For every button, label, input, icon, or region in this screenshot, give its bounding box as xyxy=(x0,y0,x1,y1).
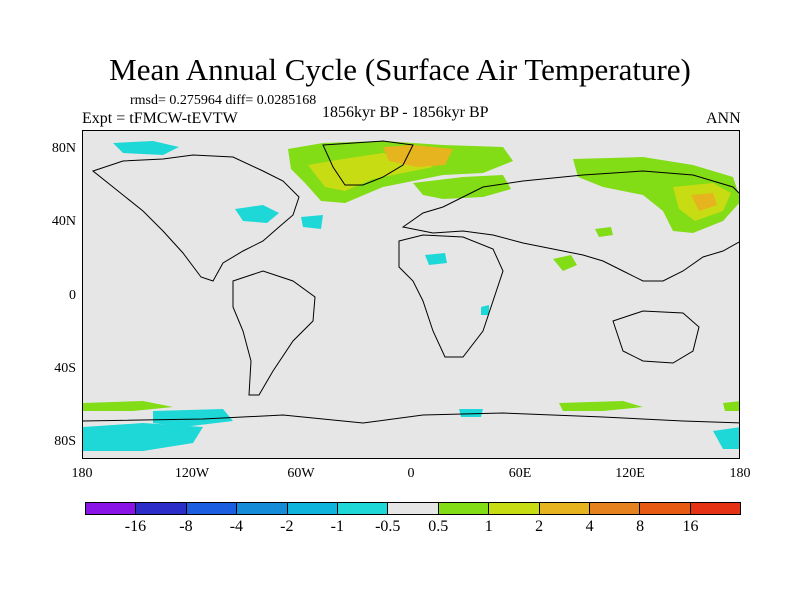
map-panel xyxy=(82,130,740,459)
colorbar-cell xyxy=(86,503,137,514)
colorbar-label: -1 xyxy=(330,518,344,535)
lon-tick-0: 0 xyxy=(407,466,415,481)
lat-tick-40n: 40N xyxy=(51,214,76,229)
colorbar-label: 4 xyxy=(585,518,594,535)
colorbar-label: -4 xyxy=(229,518,244,535)
coastlines xyxy=(83,140,739,424)
colorbar-label: -16 xyxy=(124,518,147,535)
south-america-coast xyxy=(232,270,316,396)
africa-coast xyxy=(398,234,504,358)
scandinavia-warm-area xyxy=(413,175,511,199)
period-label: 1856kyr BP - 1856kyr BP xyxy=(322,104,489,121)
north-america-coast xyxy=(91,154,300,282)
colorbar-cell xyxy=(237,503,288,514)
lat-tick-0: 0 xyxy=(69,288,76,303)
colorbar xyxy=(85,502,741,515)
cool-anomaly-regions xyxy=(83,141,739,451)
colorbar-label: 8 xyxy=(636,518,645,535)
east-africa-cool-area xyxy=(481,305,489,315)
colorbar-cell xyxy=(589,503,641,514)
colorbar-cell xyxy=(640,503,691,514)
colorbar-cell xyxy=(337,503,389,514)
colorbar-cell xyxy=(438,503,490,514)
lat-tick-80s: 80S xyxy=(54,434,76,449)
colorbar-cell xyxy=(539,503,590,514)
antarctica-cool-area-far-east xyxy=(713,427,739,449)
experiment-label: Expt = tFMCW-tEVTW xyxy=(82,110,238,127)
antarctica-cool-area-west xyxy=(83,423,203,451)
lon-tick-180w: 180 xyxy=(71,466,93,481)
antarctica-cool-area-mid xyxy=(153,409,233,427)
lon-tick-120w: 120W xyxy=(174,466,210,481)
lon-tick-60e: 60E xyxy=(508,466,532,481)
atlantic-cool-area xyxy=(301,215,323,229)
colorbar-label: 2 xyxy=(535,518,544,535)
colorbar-label: -8 xyxy=(179,518,193,535)
antarctic-coast-warm-1 xyxy=(83,401,173,411)
colorbar-cell xyxy=(489,503,540,514)
australia-coast xyxy=(612,310,700,364)
sahara-cool-area xyxy=(425,253,447,265)
colorbar-cell xyxy=(388,503,439,514)
lat-tick-80n: 80N xyxy=(51,141,76,156)
stats-line: rmsd= 0.275964 diff= 0.0285168 xyxy=(130,93,317,108)
lon-tick-60w: 60W xyxy=(287,466,315,481)
siberia-core-orange xyxy=(691,193,717,211)
colorbar-cell xyxy=(287,503,338,514)
antarctica-cool-area-east xyxy=(459,409,483,417)
canada-cool-area xyxy=(235,205,279,223)
tibet-warm-area xyxy=(595,227,613,237)
europe-asia-coast xyxy=(401,170,739,282)
season-label: ANN xyxy=(706,110,741,127)
colorbar-label: 16 xyxy=(682,518,699,535)
world-map xyxy=(83,140,739,451)
india-warm-area xyxy=(553,255,577,271)
colorbar-label: -0.5 xyxy=(375,518,401,535)
colorbar-label: 0.5 xyxy=(428,518,449,535)
antarctic-coast-warm-3 xyxy=(723,401,739,411)
colorbar-label: 1 xyxy=(484,518,493,535)
lon-tick-180e: 180 xyxy=(729,466,751,481)
colorbar-cell xyxy=(690,503,741,514)
lon-tick-120e: 120E xyxy=(615,466,645,481)
warm-anomaly-regions xyxy=(83,141,739,411)
greenland-coast xyxy=(322,140,414,186)
lat-tick-40s: 40S xyxy=(54,361,76,376)
colorbar-cell xyxy=(136,503,187,514)
colorbar-label: -2 xyxy=(280,518,294,535)
alaska-cool-area xyxy=(113,141,179,155)
greenland-core-orange xyxy=(383,145,453,167)
colorbar-cell xyxy=(186,503,238,514)
map-title: Mean Annual Cycle (Surface Air Temperatu… xyxy=(109,52,691,87)
antarctic-coast-warm-2 xyxy=(559,401,643,411)
antarctica-coast xyxy=(83,412,739,424)
